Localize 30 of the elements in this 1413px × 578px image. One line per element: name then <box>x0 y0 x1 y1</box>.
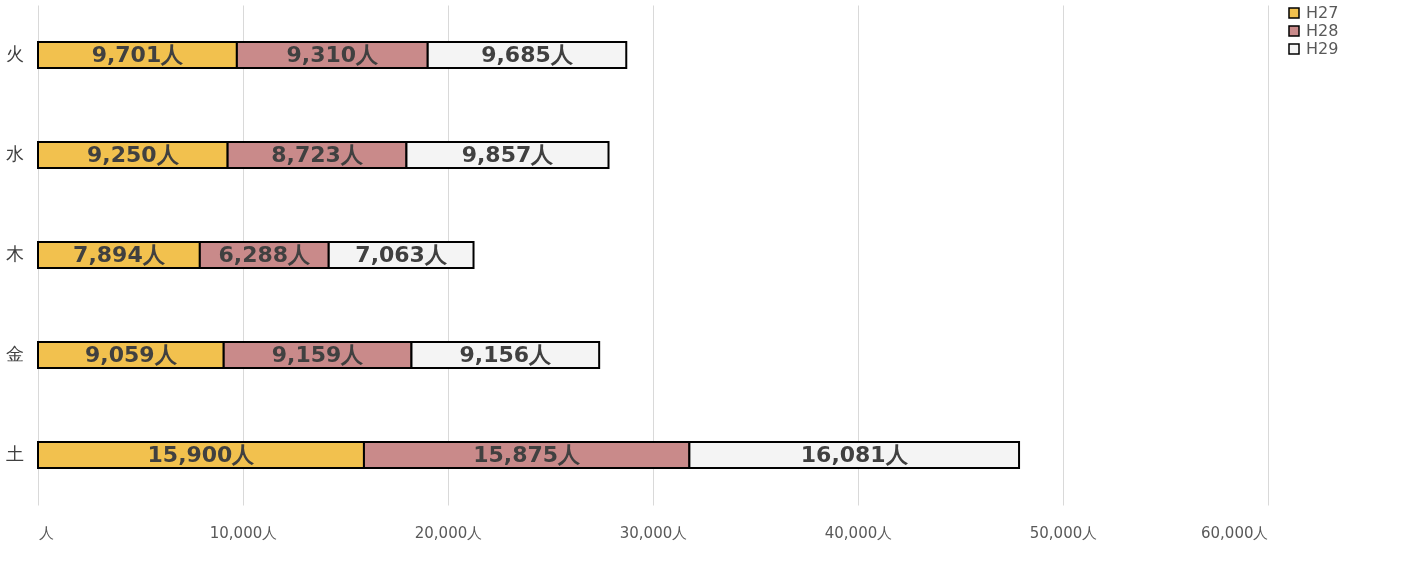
data-label: 9,685人 <box>481 42 574 67</box>
data-label: 9,059人 <box>85 342 178 367</box>
x-tick-label: 50,000人 <box>1029 523 1098 542</box>
x-tick-label: 10,000人 <box>209 523 278 542</box>
data-label: 9,310人 <box>286 42 380 67</box>
y-tick-label: 水 <box>5 143 24 164</box>
data-label: 15,875人 <box>473 442 582 467</box>
x-tick-label: 20,000人 <box>414 523 483 542</box>
legend-label: H28 <box>1306 21 1339 40</box>
x-tick-label: 40,000人 <box>824 523 893 542</box>
data-label: 7,894人 <box>73 242 166 267</box>
y-tick-label: 木 <box>5 243 24 264</box>
data-label: 16,081人 <box>800 442 909 467</box>
x-tick-label: 人 <box>38 523 54 542</box>
legend-label: H27 <box>1306 3 1339 22</box>
legend-label: H29 <box>1306 39 1339 58</box>
y-tick-label: 金 <box>5 343 24 364</box>
data-label: 9,159人 <box>271 342 365 367</box>
data-label: 9,857人 <box>461 142 555 167</box>
data-label: 7,063人 <box>355 242 448 267</box>
y-tick-label: 火 <box>5 43 24 64</box>
data-label: 9,250人 <box>87 142 180 167</box>
x-tick-label: 60,000人 <box>1201 523 1269 542</box>
data-label: 6,288人 <box>218 242 312 267</box>
data-label: 15,900人 <box>147 442 256 467</box>
y-tick-label: 土 <box>5 443 24 464</box>
x-tick-label: 30,000人 <box>619 523 688 542</box>
data-label: 9,156人 <box>459 342 553 367</box>
data-label: 9,701人 <box>91 42 185 67</box>
data-label: 8,723人 <box>271 142 364 167</box>
